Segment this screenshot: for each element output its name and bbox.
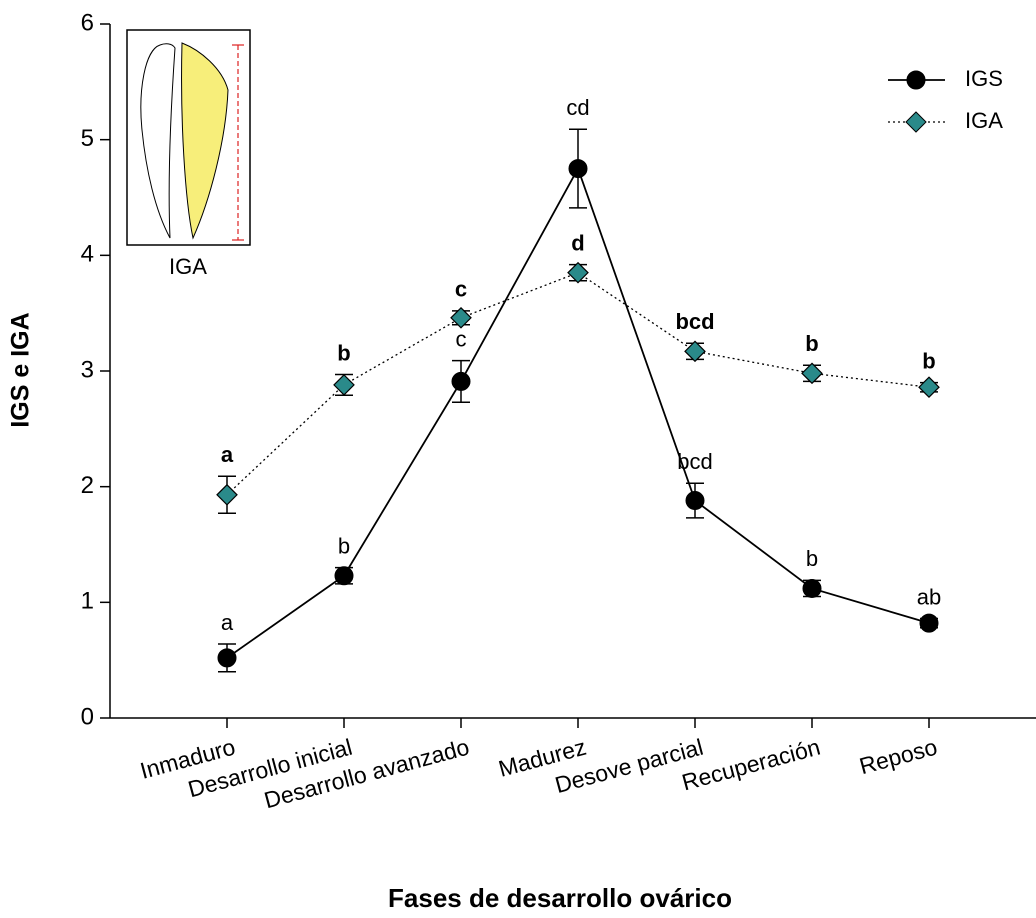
value-label: b <box>338 533 350 558</box>
marker <box>451 371 471 391</box>
x-tick-label: Reposo <box>857 734 940 780</box>
marker <box>450 306 472 329</box>
inset-shape <box>140 43 176 239</box>
marker <box>685 491 705 511</box>
value-label: b <box>922 348 935 373</box>
value-label: ab <box>917 584 941 609</box>
value-label: c <box>456 326 467 351</box>
value-label: b <box>337 340 350 365</box>
value-label: bcd <box>675 309 714 334</box>
marker <box>217 648 237 668</box>
marker <box>334 566 354 586</box>
marker <box>216 483 238 506</box>
series-line <box>226 271 930 496</box>
value-label: cd <box>566 95 589 120</box>
value-label: a <box>221 610 234 635</box>
value-label: b <box>806 546 818 571</box>
marker <box>802 578 822 598</box>
marker <box>919 613 939 633</box>
inset-label: IGA <box>169 254 207 279</box>
marker <box>567 261 589 284</box>
x-axis-title: Fases de desarrollo ovárico <box>388 883 732 913</box>
legend-marker <box>905 111 927 133</box>
marker <box>568 159 588 179</box>
inset-shape <box>181 42 229 240</box>
value-label: c <box>455 277 467 302</box>
value-label: d <box>571 230 584 255</box>
legend-label: IGS <box>965 66 1003 91</box>
y-axis-title: IGS e IGA <box>7 312 35 427</box>
y-tick-label: 1 <box>81 588 94 615</box>
y-tick-label: 6 <box>81 9 94 36</box>
y-tick-label: 5 <box>81 125 94 152</box>
y-tick-label: 2 <box>81 472 94 499</box>
value-label: b <box>805 331 818 356</box>
y-tick-label: 0 <box>81 703 94 730</box>
legend-marker <box>906 70 926 90</box>
marker <box>801 362 823 385</box>
marker <box>333 374 355 396</box>
value-label: a <box>221 442 234 467</box>
inset: IGA <box>126 29 251 279</box>
marker <box>918 376 940 399</box>
legend-label: IGA <box>965 108 1003 133</box>
marker <box>684 340 706 363</box>
y-tick-label: 4 <box>81 241 94 268</box>
value-label: bcd <box>677 449 712 474</box>
y-tick-label: 3 <box>81 356 94 383</box>
